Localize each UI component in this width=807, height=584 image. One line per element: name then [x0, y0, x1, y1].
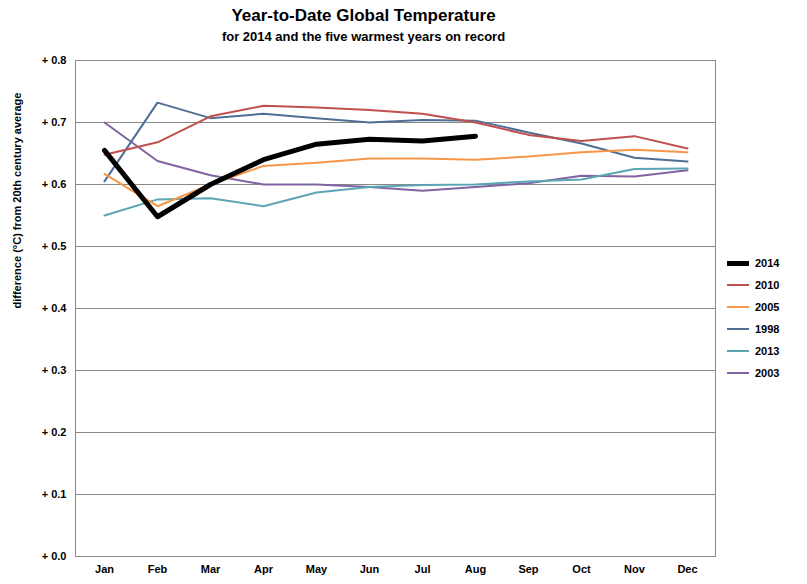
html-text:2014: 2014 — [755, 257, 780, 269]
svg-text:Oct: Oct — [572, 563, 591, 575]
html-text:2003: 2003 — [755, 367, 780, 379]
svg-text:Aug: Aug — [465, 563, 486, 575]
svg-text:Mar: Mar — [201, 563, 221, 575]
svg-text:+ 0.4: + 0.4 — [42, 302, 68, 314]
svg-text:Sep: Sep — [518, 563, 538, 575]
svg-text:+ 0.0: + 0.0 — [42, 550, 67, 562]
svg-text:+ 0.7: + 0.7 — [42, 116, 67, 128]
svg-text:Dec: Dec — [677, 563, 697, 575]
html-text:2005: 2005 — [755, 301, 780, 313]
svg-text:+ 0.8: + 0.8 — [42, 54, 67, 66]
svg-text:Feb: Feb — [148, 563, 168, 575]
svg-text:+ 0.3: + 0.3 — [42, 364, 67, 376]
html-text:2013: 2013 — [755, 345, 780, 357]
svg-text:+ 0.6: + 0.6 — [42, 178, 67, 190]
html-text:Year-to-Date Global Temperatur: Year-to-Date Global Temperature — [231, 6, 496, 25]
svg-text:Nov: Nov — [624, 563, 646, 575]
html-text:for 2014 and the five warmest: for 2014 and the five warmest years on r… — [221, 29, 506, 44]
svg-text:Jan: Jan — [95, 563, 114, 575]
svg-text:Apr: Apr — [254, 563, 274, 575]
svg-text:Jul: Jul — [415, 563, 431, 575]
html-text:1998: 1998 — [755, 323, 780, 335]
svg-text:May: May — [306, 563, 328, 575]
svg-text:difference (°C) from 20th cent: difference (°C) from 20th century averag… — [11, 93, 23, 309]
html-text:2010: 2010 — [755, 279, 780, 291]
svg-text:+ 0.1: + 0.1 — [42, 488, 67, 500]
svg-text:+ 0.5: + 0.5 — [42, 240, 67, 252]
svg-text:+ 0.2: + 0.2 — [42, 426, 67, 438]
svg-text:Jun: Jun — [360, 563, 380, 575]
